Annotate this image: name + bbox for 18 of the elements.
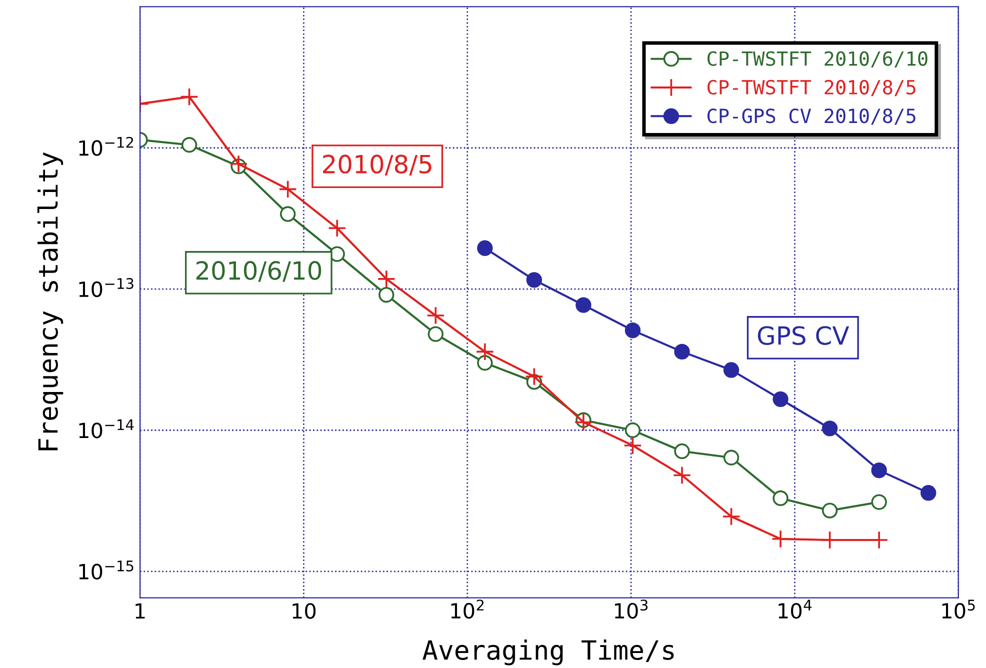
x-tick-label: 10$^{4}$ bbox=[778, 600, 812, 619]
y-tick-label: 10$^{−14}$ bbox=[79, 419, 134, 438]
y-tick-label: 10$^{−15}$ bbox=[79, 560, 134, 580]
legend-label: CP-GPS CV 2010/8/5 bbox=[708, 108, 916, 125]
y-axis-title: Frequency stability bbox=[37, 152, 64, 450]
x-axis-title: Averaging Time/s bbox=[422, 640, 674, 666]
x-tick-label: 10$^{3}$ bbox=[614, 600, 648, 619]
legend-label: CP-TWSTFT 2010/6/10 bbox=[708, 51, 928, 68]
annotation: 2010/8/5 bbox=[323, 154, 432, 176]
legend-label: CP-TWSTFT 2010/8/5 bbox=[708, 80, 916, 96]
annotation: GPS CV bbox=[758, 326, 850, 345]
y-tick-label: 10$^{−13}$ bbox=[79, 278, 134, 298]
x-tick-label: 10$^{5}$ bbox=[942, 600, 975, 619]
x-tick-label: 10 bbox=[292, 603, 316, 619]
x-tick-label: 10$^{2}$ bbox=[451, 600, 484, 619]
annotation: 2010/6/10 bbox=[196, 261, 322, 282]
y-tick-label: 10$^{−12}$ bbox=[79, 136, 134, 156]
x-tick-label: 1 bbox=[136, 603, 145, 619]
